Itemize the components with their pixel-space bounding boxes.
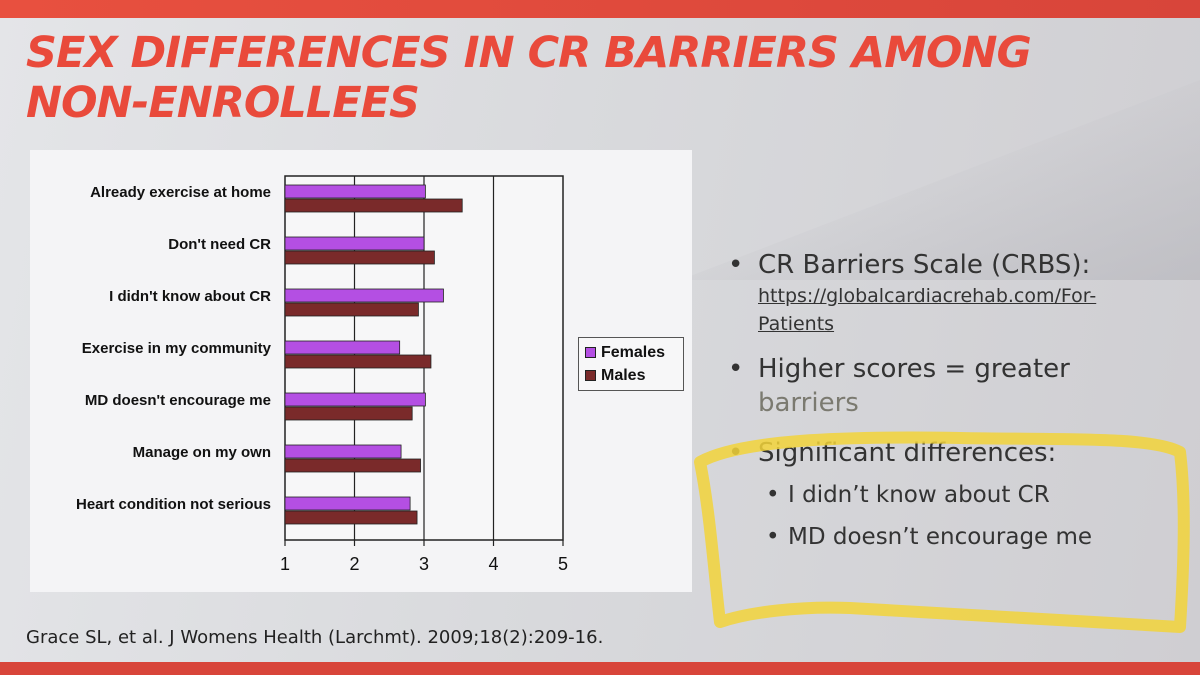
legend-entry-males: Males [585, 364, 683, 387]
bar-males [284, 302, 419, 317]
legend-label-males: Males [601, 366, 646, 384]
category-label: I didn't know about CR [109, 288, 271, 305]
category-label: Manage on my own [133, 444, 271, 461]
bar-females [284, 184, 426, 199]
crbs-link[interactable]: https://globalcardiacrehab.com/For-Patie… [758, 285, 1097, 335]
bullet-crbs-text: CR Barriers Scale (CRBS): [758, 250, 1091, 280]
legend-label-females: Females [601, 343, 666, 361]
category-label: Don't need CR [168, 236, 271, 253]
sub-bullet-item: MD doesn’t encourage me [728, 516, 1168, 558]
bar-females [284, 496, 411, 511]
category-label: Heart condition not serious [76, 496, 271, 513]
bar-females [284, 340, 401, 355]
bullet-higher-scores: Higher scores = greater barriers [728, 352, 1168, 420]
bar-males [284, 198, 463, 213]
top-accent-bar [0, 0, 1200, 18]
bar-males [284, 250, 435, 265]
bullet-barriers-text: barriers [758, 388, 859, 418]
slide-title: SEX DIFFERENCES IN CR BARRIERS AMONG NON… [26, 28, 1032, 128]
category-label: MD doesn't encourage me [85, 392, 271, 409]
bar-females [284, 236, 425, 251]
bar-females [284, 392, 426, 407]
bar-chart: 1 2 3 4 5 Already exercise at home Don't need … [76, 175, 568, 574]
legend-swatch-males [585, 370, 596, 381]
bullet-higher-scores-text: Higher scores = greater [758, 354, 1070, 384]
x-tick-label: 1 [280, 554, 290, 574]
bar-males [284, 354, 432, 369]
category-label: Exercise in my community [82, 340, 272, 357]
category-label: Already exercise at home [90, 184, 271, 201]
x-tick-label: 2 [349, 554, 359, 574]
x-tick-label: 4 [488, 554, 498, 574]
x-tick-label: 5 [558, 554, 568, 574]
bar-females [284, 288, 444, 303]
citation: Grace SL, et al. J Womens Health (Larchm… [26, 627, 604, 648]
bar-females [284, 444, 402, 459]
chart-legend: Females Males [578, 337, 684, 391]
legend-entry-females: Females [585, 341, 683, 364]
bar-chart-panel: 1 2 3 4 5 Already exercise at home Don't need … [30, 150, 692, 592]
bar-males [284, 406, 413, 421]
x-tick-label: 3 [419, 554, 429, 574]
bar-males [284, 458, 421, 473]
bullet-crbs: CR Barriers Scale (CRBS): https://global… [728, 248, 1168, 338]
legend-swatch-females [585, 347, 596, 358]
bottom-accent-bar [0, 662, 1200, 675]
bullet-significant: Significant differences: [728, 436, 1168, 470]
bullet-list: CR Barriers Scale (CRBS): https://global… [728, 248, 1168, 558]
bar-males [284, 510, 418, 525]
bullet-significant-text: Significant differences: [758, 438, 1057, 468]
sub-bullet-item: I didn’t know about CR [728, 474, 1168, 516]
